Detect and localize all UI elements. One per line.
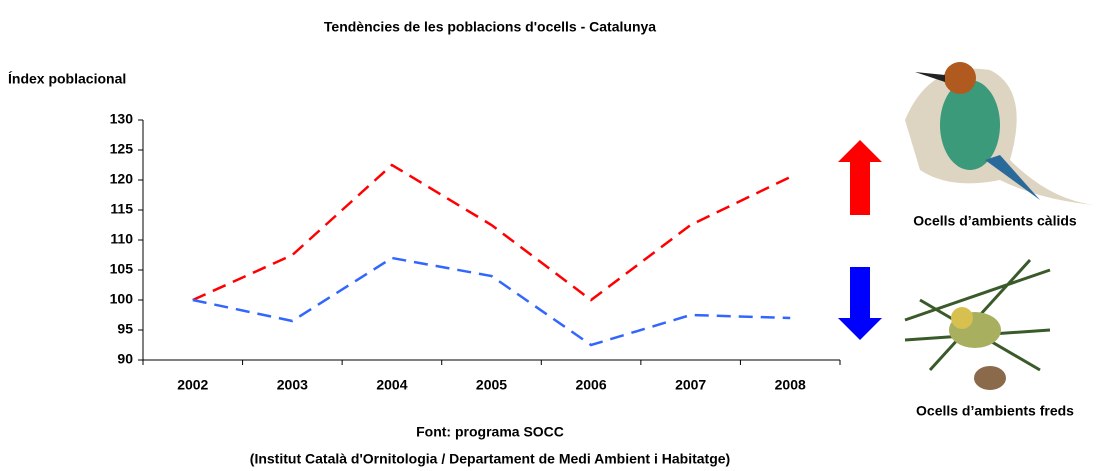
- series-line: [193, 258, 790, 345]
- bird-illustration: [905, 62, 1095, 205]
- y-tick-label: 125: [110, 141, 134, 157]
- y-tick-label: 110: [110, 231, 133, 247]
- y-tick-label: 100: [110, 291, 134, 307]
- y-tick-label: 120: [110, 171, 134, 187]
- y-tick-label: 130: [110, 111, 134, 127]
- series-line: [193, 165, 790, 300]
- trend-arrow-down: [838, 267, 882, 340]
- legend-label: Ocells d’ambients càlids: [913, 213, 1077, 229]
- chart: Tendències de les poblacions d'ocells - …: [0, 0, 1119, 471]
- x-tick-label: 2008: [775, 377, 806, 393]
- x-tick-label: 2007: [675, 377, 706, 393]
- bird-illustration: [905, 260, 1050, 390]
- y-tick-label: 90: [117, 351, 133, 367]
- x-tick-label: 2002: [177, 377, 208, 393]
- legend-label: Ocells d’ambients freds: [916, 403, 1074, 419]
- x-tick-label: 2005: [476, 377, 507, 393]
- y-tick-label: 115: [110, 201, 133, 217]
- chart-title: Tendències de les poblacions d'ocells - …: [324, 19, 656, 35]
- source-line: (Institut Català d'Ornitologia / Departa…: [250, 451, 730, 467]
- y-tick-label: 105: [110, 261, 134, 277]
- x-tick-label: 2004: [376, 377, 407, 393]
- y-axis-label: Índex poblacional: [8, 71, 126, 87]
- y-tick-label: 95: [117, 321, 133, 337]
- source-line: Font: programa SOCC: [416, 424, 564, 440]
- trend-arrow-up: [838, 140, 882, 215]
- x-tick-label: 2006: [575, 377, 606, 393]
- x-tick-label: 2003: [277, 377, 308, 393]
